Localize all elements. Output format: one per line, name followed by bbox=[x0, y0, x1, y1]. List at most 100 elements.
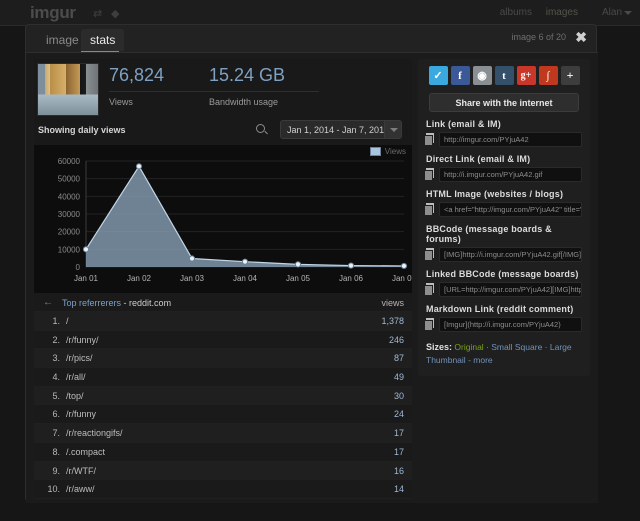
row-referrer[interactable]: /r/aww/ bbox=[66, 484, 95, 495]
legend-swatch-views bbox=[369, 147, 381, 156]
table-row[interactable]: 9. /r/WTF/16 bbox=[34, 461, 412, 481]
row-referrer[interactable]: / bbox=[66, 316, 69, 326]
share-field-input-1[interactable]: http://i.imgur.com/PYjuA42.gif bbox=[439, 167, 582, 182]
referrers-table-header: ← Top referrerers - reddit.com views bbox=[34, 293, 412, 312]
referrers-title[interactable]: Top referrerers - reddit.com bbox=[62, 298, 171, 308]
shuffle-icon[interactable]: ⇄ bbox=[93, 8, 103, 20]
copy-icon[interactable] bbox=[424, 203, 434, 216]
nav-link-albums[interactable]: albums bbox=[499, 7, 532, 18]
row-referrer[interactable]: /r/reactiongifs/ bbox=[66, 428, 123, 439]
row-referrer[interactable]: /r/funny/ bbox=[66, 334, 99, 345]
table-row[interactable]: 5. /top/30 bbox=[34, 386, 412, 406]
share-field-input-5[interactable]: [Imgur](http://i.imgur.com/PYjuA42) bbox=[439, 317, 582, 332]
dialog-header: image stats image 6 of 20 ✖ bbox=[26, 25, 596, 53]
row-views: 24 bbox=[393, 409, 404, 420]
size-option-small-square[interactable]: Small Square bbox=[491, 342, 543, 352]
copy-icon[interactable] bbox=[424, 318, 434, 331]
chart-data-point[interactable] bbox=[188, 255, 196, 262]
chart-data-point[interactable] bbox=[241, 258, 249, 265]
share-field-input-3[interactable]: [IMG]http://i.imgur.com/PYjuA42.gif[/IMG… bbox=[439, 247, 582, 262]
tab-stats[interactable]: stats bbox=[81, 29, 125, 51]
share-field-2: HTML Image (websites / blogs) <a href="ht… bbox=[424, 189, 582, 217]
row-referrer[interactable]: /.compact bbox=[66, 446, 106, 457]
row-referrer[interactable]: /top/ bbox=[66, 390, 84, 401]
table-row[interactable]: 6. /r/funny 24 bbox=[34, 405, 412, 425]
table-row[interactable]: 2. /r/funny/246 bbox=[34, 330, 412, 350]
chevron-down-icon[interactable] bbox=[624, 11, 632, 15]
chart-data-point[interactable] bbox=[400, 262, 408, 270]
copy-icon[interactable] bbox=[424, 283, 434, 296]
image-thumbnail[interactable] bbox=[37, 63, 99, 116]
nav-link-user[interactable]: Alan bbox=[601, 7, 622, 18]
share-field-input-2[interactable]: <a href="http://imgur.com/PYjuA42" title… bbox=[439, 202, 582, 217]
chart-data-point[interactable] bbox=[294, 261, 302, 268]
bandwidth-label: Bandwidth usage bbox=[209, 97, 279, 107]
chart-xtick-label: Jan 06 bbox=[339, 274, 364, 283]
row-rank: 7. bbox=[52, 428, 60, 439]
chart-data-point[interactable] bbox=[347, 262, 355, 269]
row-referrer[interactable]: /r/pics/ bbox=[66, 353, 93, 364]
referrers-title-source: reddit.com bbox=[129, 298, 172, 308]
row-referrer[interactable]: /r/funny bbox=[66, 409, 97, 420]
referrers-title-source-sep: - bbox=[123, 298, 130, 308]
views-label: Views bbox=[109, 97, 133, 107]
size-option-original[interactable]: Original bbox=[454, 342, 484, 352]
imgur-logo[interactable]: imgur bbox=[30, 3, 76, 22]
share-with-internet-button[interactable]: Share with the internet bbox=[429, 93, 579, 112]
sizes-sep-3: - bbox=[468, 355, 474, 365]
tab-image[interactable]: image bbox=[46, 33, 79, 47]
stumbleupon-share-button[interactable]: ∫ bbox=[538, 66, 558, 85]
chart-ytick-label: 10000 bbox=[58, 245, 81, 254]
chart-ytick-label: 20000 bbox=[58, 228, 81, 237]
chart-ytick-label: 60000 bbox=[58, 157, 81, 166]
share-field-label-3: BBCode (message boards & forums) bbox=[426, 224, 552, 244]
table-row[interactable]: 1. / 1,378 bbox=[34, 312, 412, 331]
copy-icon[interactable] bbox=[424, 168, 434, 181]
reddit-share-button[interactable]: ◉ bbox=[472, 66, 492, 85]
nav-link-images[interactable]: images bbox=[545, 7, 578, 18]
summary-row: 76,824 Views 15.24 GB Bandwidth usage bbox=[34, 59, 412, 119]
row-referrer[interactable]: /r/WTF/ bbox=[66, 465, 96, 476]
table-row[interactable]: 3. /r/pics/87 bbox=[34, 349, 412, 369]
copy-icon[interactable] bbox=[424, 248, 434, 261]
back-arrow-icon[interactable]: ← bbox=[43, 297, 53, 308]
row-referrer[interactable]: /r/all/ bbox=[66, 372, 86, 383]
facebook-share-button[interactable]: f bbox=[450, 66, 470, 85]
search-icon[interactable] bbox=[256, 124, 265, 133]
size-option-large-thumbnail[interactable]: Large Thumbnail bbox=[426, 342, 572, 365]
share-field-row-3: [IMG]http://i.imgur.com/PYjuA42.gif[/IMG… bbox=[424, 247, 582, 262]
tumblr-share-button[interactable]: t bbox=[494, 66, 514, 85]
referrers-views-header: views bbox=[381, 298, 404, 308]
copy-icon[interactable] bbox=[424, 133, 434, 146]
share-field-row-2: <a href="http://imgur.com/PYjuA42" title… bbox=[424, 202, 582, 217]
share-field-5: Markdown Link (reddit comment) [Imgur](ht… bbox=[424, 304, 582, 332]
share-link-fields: Link (email & IM) http://imgur.com/PYjuA4… bbox=[424, 119, 582, 332]
chevron-down-icon[interactable] bbox=[384, 121, 401, 138]
share-card: ✓ f ◉ t g+ ∫ + Share with the internet Link (e… bbox=[418, 59, 590, 376]
upload-icon[interactable]: ◆ bbox=[111, 8, 120, 20]
share-field-input-4[interactable]: [URL=http://imgur.com/PYjuA42][IMG]http:… bbox=[439, 282, 582, 297]
referrers-table: ← Top referrerers - reddit.com views 1. /… bbox=[34, 293, 412, 499]
table-row[interactable]: 7. /r/reactiongifs/17 bbox=[34, 424, 412, 443]
chart-xtick-label: Jan 05 bbox=[286, 274, 311, 283]
table-row[interactable]: 10. /r/aww/14 bbox=[34, 480, 412, 499]
close-icon[interactable]: ✖ bbox=[575, 29, 587, 45]
sizes-sep-2: · bbox=[544, 342, 550, 352]
more-share-button[interactable]: + bbox=[560, 66, 580, 85]
chart-data-point[interactable] bbox=[82, 246, 90, 253]
top-navigation-bar: imgur ⇄ ◆ albums images Alan bbox=[0, 0, 640, 26]
table-row[interactable]: 8. /.compact 17 bbox=[34, 442, 412, 462]
share-field-1: Direct Link (email & IM) http://i.imgur.c… bbox=[424, 154, 582, 182]
chart-data-point[interactable] bbox=[135, 163, 143, 170]
chart-xtick-label: Jan 03 bbox=[180, 274, 205, 283]
table-row[interactable]: 4. /r/all/49 bbox=[34, 368, 412, 387]
referrers-title-link[interactable]: Top referrerers bbox=[62, 298, 122, 308]
googleplus-share-button[interactable]: g+ bbox=[516, 66, 536, 85]
sizes-sep-1: · bbox=[486, 342, 492, 352]
row-rank: 5. bbox=[52, 390, 60, 401]
twitter-share-button[interactable]: ✓ bbox=[428, 66, 448, 85]
date-range-select[interactable]: Jan 1, 2014 - Jan 7, 2014 bbox=[280, 120, 402, 139]
size-option-more[interactable]: more bbox=[473, 355, 493, 365]
sizes-label: Sizes: bbox=[426, 342, 453, 352]
share-field-input-0[interactable]: http://imgur.com/PYjuA42 bbox=[439, 132, 582, 147]
